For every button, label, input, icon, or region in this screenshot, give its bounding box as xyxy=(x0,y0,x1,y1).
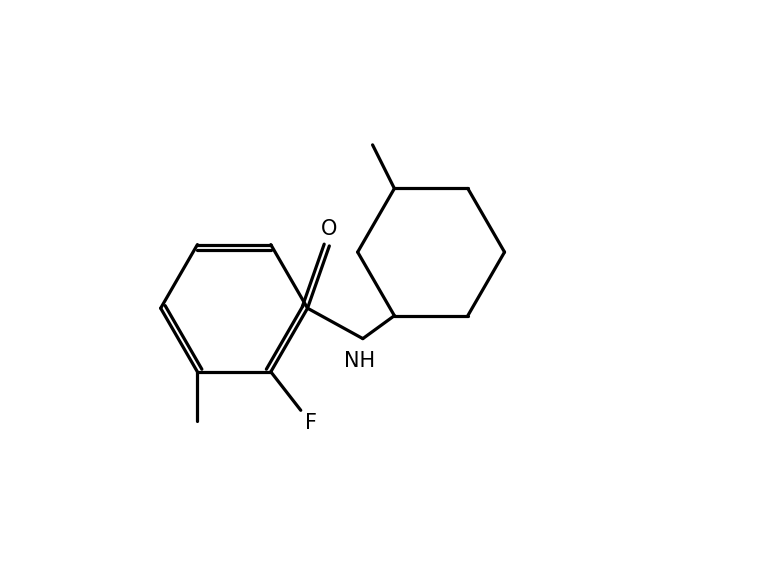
Text: O: O xyxy=(321,219,338,239)
Text: NH: NH xyxy=(345,352,376,371)
Text: F: F xyxy=(305,413,317,433)
